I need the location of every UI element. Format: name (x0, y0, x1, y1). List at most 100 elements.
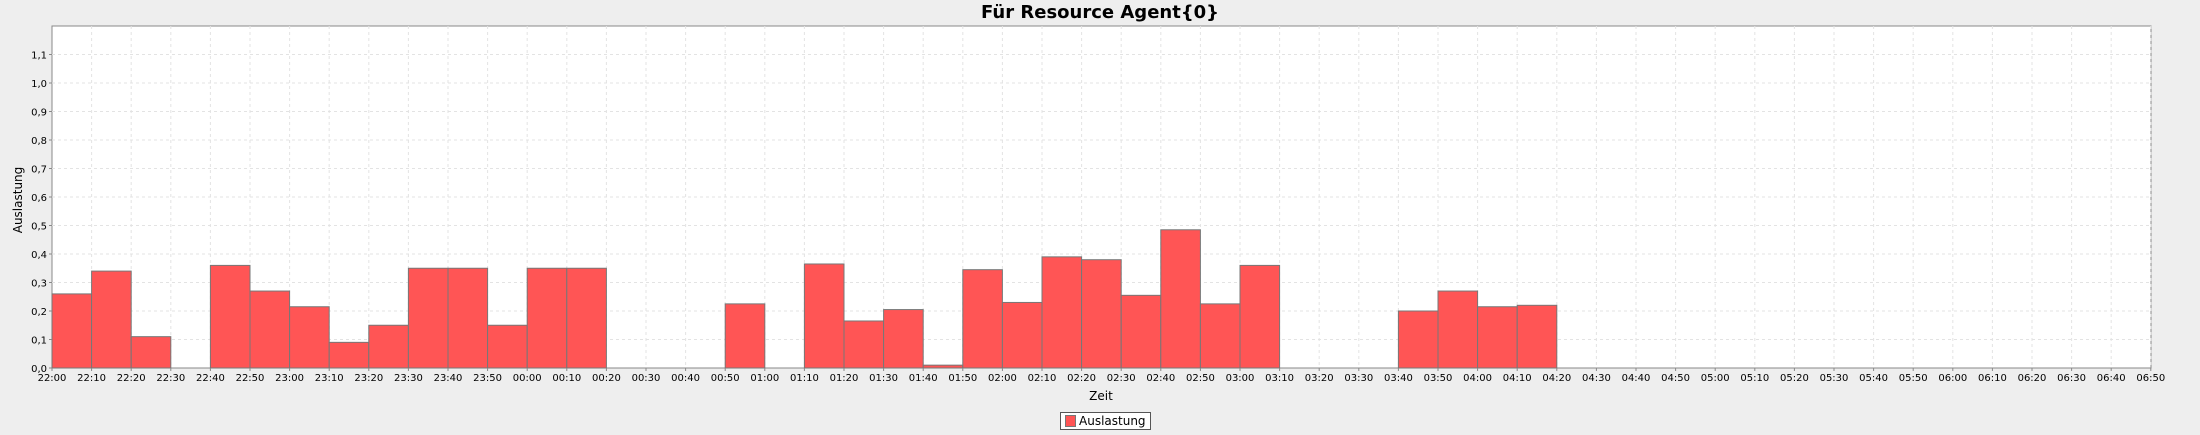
x-tick-label: 02:20 (1067, 373, 1096, 384)
x-tick-label: 01:50 (948, 373, 977, 384)
bar (803, 263, 845, 369)
y-tick-label: 1,0 (31, 79, 47, 90)
x-tick-label: 02:00 (988, 373, 1017, 384)
x-tick-label: 01:20 (830, 373, 859, 384)
x-axis: 22:00 22:10 22:20 22:30 22:40 22:50 23:00 23:10… (38, 368, 2165, 384)
x-tick-label: 22:10 (77, 373, 106, 384)
y-tick-label: 0,4 (31, 250, 47, 261)
legend: Auslastung (1060, 412, 1151, 430)
x-tick-label: 01:00 (750, 373, 779, 384)
x-tick-label: 22:50 (236, 373, 265, 384)
x-tick-label: 06:00 (1938, 373, 1967, 384)
x-tick-label: 04:00 (1463, 373, 1492, 384)
bar (1437, 290, 1479, 369)
x-tick-label: 00:50 (711, 373, 740, 384)
bar (962, 269, 1003, 369)
bar (1001, 301, 1043, 369)
bar (1199, 303, 1241, 369)
x-tick-label: 01:10 (790, 373, 819, 384)
bar (407, 267, 449, 369)
bar (289, 306, 330, 369)
bar (209, 264, 251, 369)
y-axis: 0,0 0,1 0,2 0,3 0,4 0,5 0,6 0,7 0,8 0,9 1,0 1,1 (31, 51, 52, 375)
bar (566, 267, 607, 369)
x-tick-label: 22:30 (156, 373, 185, 384)
bar (1516, 304, 1558, 369)
x-tick-label: 23:00 (275, 373, 304, 384)
y-tick-label: 0,7 (31, 165, 47, 176)
x-tick-label: 04:20 (1542, 373, 1571, 384)
x-tick-label: 23:10 (315, 373, 344, 384)
chart-title: Für Resource Agent{0} (981, 2, 1219, 23)
x-tick-label: 00:30 (632, 373, 661, 384)
y-tick-label: 0,6 (31, 193, 47, 204)
x-tick-label: 00:10 (552, 373, 581, 384)
y-tick-label: 0,1 (31, 336, 47, 347)
x-tick-label: 03:10 (1265, 373, 1294, 384)
x-tick-label: 23:30 (394, 373, 423, 384)
x-tick-label: 03:30 (1344, 373, 1373, 384)
bar (91, 270, 132, 369)
x-tick-label: 06:40 (2097, 373, 2126, 384)
bar (447, 267, 489, 369)
x-tick-label: 01:40 (909, 373, 938, 384)
bars (51, 229, 1558, 369)
bar (130, 336, 172, 369)
y-tick-label: 0,8 (31, 136, 47, 147)
y-axis-label: Auslastung (11, 167, 25, 234)
x-tick-label: 06:20 (2018, 373, 2047, 384)
y-tick-label: 1,1 (31, 51, 47, 62)
x-tick-label: 06:50 (2136, 373, 2165, 384)
x-tick-label: 04:10 (1503, 373, 1532, 384)
bar (1081, 259, 1122, 369)
x-tick-label: 00:20 (592, 373, 621, 384)
x-tick-label: 03:20 (1305, 373, 1334, 384)
x-tick-label: 00:00 (513, 373, 542, 384)
bar (724, 303, 766, 369)
bar (843, 320, 885, 369)
x-tick-label: 03:40 (1384, 373, 1413, 384)
x-tick-label: 02:10 (1028, 373, 1057, 384)
legend-label: Auslastung (1079, 414, 1146, 428)
bar (1120, 294, 1162, 369)
x-tick-label: 05:10 (1740, 373, 1769, 384)
x-tick-label: 04:40 (1622, 373, 1651, 384)
x-tick-label: 23:40 (434, 373, 463, 384)
y-tick-label: 0,5 (31, 222, 47, 233)
x-tick-label: 02:40 (1146, 373, 1175, 384)
x-tick-label: 05:40 (1859, 373, 1888, 384)
x-tick-label: 22:40 (196, 373, 225, 384)
x-tick-label: 23:20 (354, 373, 383, 384)
bar (368, 324, 409, 369)
y-tick-label: 0,3 (31, 279, 47, 290)
x-tick-label: 23:50 (473, 373, 502, 384)
x-tick-label: 05:00 (1701, 373, 1730, 384)
bar (51, 293, 93, 369)
x-tick-label: 02:50 (1186, 373, 1215, 384)
bar (1041, 256, 1083, 369)
bar (526, 267, 568, 369)
bar (1239, 264, 1281, 369)
x-tick-label: 05:50 (1899, 373, 1928, 384)
x-tick-label: 02:30 (1107, 373, 1136, 384)
x-tick-label: 06:10 (1978, 373, 2007, 384)
bar (328, 341, 370, 369)
bar (1397, 310, 1439, 369)
legend-swatch (1065, 415, 1076, 427)
bar (1477, 306, 1518, 369)
x-tick-label: 05:20 (1780, 373, 1809, 384)
x-tick-label: 03:50 (1424, 373, 1453, 384)
x-tick-label: 04:50 (1661, 373, 1690, 384)
x-tick-label: 03:00 (1226, 373, 1255, 384)
y-tick-label: 0,9 (31, 108, 47, 119)
bar (883, 309, 924, 369)
x-tick-label: 01:30 (869, 373, 898, 384)
x-tick-label: 00:40 (671, 373, 700, 384)
y-tick-label: 0,2 (31, 307, 47, 318)
x-tick-label: 06:30 (2057, 373, 2086, 384)
bar (249, 290, 291, 369)
x-tick-label: 04:30 (1582, 373, 1611, 384)
bar (487, 324, 528, 369)
bar (922, 364, 964, 369)
